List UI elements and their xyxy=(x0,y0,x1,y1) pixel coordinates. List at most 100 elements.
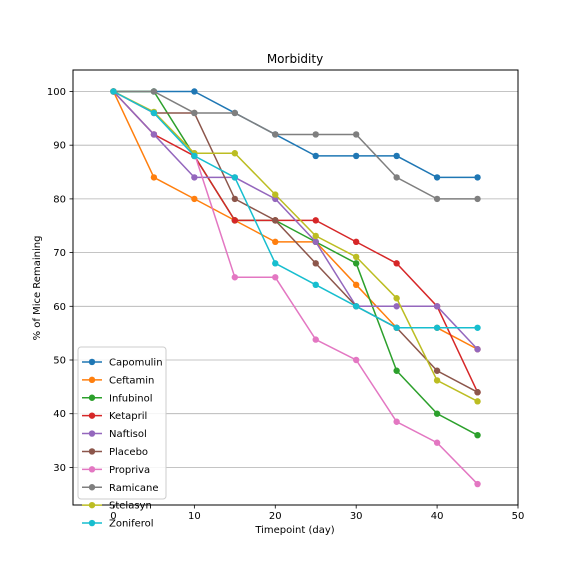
data-point xyxy=(312,131,319,138)
data-point xyxy=(474,431,481,439)
data-point xyxy=(433,377,441,384)
legend-label: Placebo xyxy=(109,447,148,458)
data-point xyxy=(312,232,319,240)
data-point xyxy=(433,367,441,374)
y-axis-label: % of Mice Remaining xyxy=(32,236,43,341)
x-tick-label: 50 xyxy=(512,511,525,522)
data-point xyxy=(433,439,441,446)
data-point xyxy=(474,324,481,331)
legend-label: Zoniferol xyxy=(109,519,154,530)
legend-item: Naftisol xyxy=(82,429,147,440)
data-point xyxy=(272,274,279,281)
data-point xyxy=(150,174,158,181)
legend-marker xyxy=(88,466,96,473)
series-line xyxy=(113,90,478,436)
chart-title: Morbidity xyxy=(267,52,323,66)
data-point xyxy=(433,195,441,203)
data-point xyxy=(393,152,400,160)
x-tick-label: 0 xyxy=(110,511,116,522)
data-point xyxy=(433,324,441,331)
data-point xyxy=(272,260,279,267)
data-point xyxy=(352,356,360,364)
data-point xyxy=(110,88,117,95)
data-point xyxy=(474,389,481,396)
legend-label: Infubinol xyxy=(109,393,153,404)
data-point xyxy=(150,88,158,95)
data-point xyxy=(474,398,481,405)
data-point xyxy=(352,131,360,138)
data-point xyxy=(231,217,239,224)
legend-box xyxy=(77,346,167,500)
y-tick-label: 40 xyxy=(53,409,66,420)
data-point xyxy=(272,131,279,138)
data-point xyxy=(393,295,400,302)
legend-marker xyxy=(88,484,96,491)
data-point xyxy=(312,281,319,289)
data-point xyxy=(191,195,198,203)
data-point xyxy=(474,480,481,488)
data-point xyxy=(474,195,481,203)
data-point xyxy=(312,336,319,343)
data-point xyxy=(150,131,158,138)
legend-item: Zoniferol xyxy=(82,519,154,530)
data-point xyxy=(393,303,400,310)
legend-marker xyxy=(88,448,96,455)
data-point xyxy=(272,238,279,246)
data-point xyxy=(272,217,279,224)
y-tick-label: 100 xyxy=(47,87,66,98)
legend-marker xyxy=(88,412,96,419)
legend-marker xyxy=(88,501,96,509)
legend-label: Naftisol xyxy=(109,429,147,440)
series-line xyxy=(113,90,478,393)
data-point xyxy=(352,238,360,246)
data-point xyxy=(191,88,198,95)
data-point xyxy=(433,410,441,417)
x-tick-label: 30 xyxy=(350,511,363,522)
y-tick-label: 90 xyxy=(53,141,66,152)
legend-item: Stelasyn xyxy=(82,501,152,512)
y-tick-label: 60 xyxy=(53,302,66,313)
legend-marker xyxy=(88,376,96,384)
series-line xyxy=(113,90,478,200)
data-point xyxy=(393,418,400,425)
data-point xyxy=(312,260,319,267)
y-tick-label: 50 xyxy=(53,356,66,367)
data-point xyxy=(231,109,239,117)
y-tick-label: 70 xyxy=(53,248,66,259)
data-point xyxy=(312,217,319,224)
data-point xyxy=(393,174,400,181)
x-tick-label: 40 xyxy=(431,511,444,522)
legend-label: Capomulin xyxy=(109,357,163,368)
legend-label: Ramicane xyxy=(109,483,159,494)
series-zoniferol xyxy=(110,88,481,331)
x-tick-label: 20 xyxy=(269,511,282,522)
y-tick-label: 80 xyxy=(53,194,66,205)
data-point xyxy=(231,195,239,203)
legend-item: Propriva xyxy=(82,465,150,476)
data-point xyxy=(352,152,360,160)
data-point xyxy=(352,260,360,267)
data-point xyxy=(231,150,239,157)
data-point xyxy=(312,152,319,160)
data-point xyxy=(352,281,360,289)
data-point xyxy=(150,109,158,117)
y-tick-label: 30 xyxy=(53,463,66,474)
data-point xyxy=(231,274,239,281)
data-point xyxy=(191,109,198,117)
data-point xyxy=(393,324,400,331)
data-point xyxy=(393,367,400,374)
series-line xyxy=(113,90,478,179)
legend: Capomulin Ceftamin Infubinol Ketapril Naftis… xyxy=(77,346,167,530)
legend-item: Infubinol xyxy=(82,393,153,404)
legend-marker xyxy=(88,519,96,527)
data-point xyxy=(433,303,441,310)
legend-item: Placebo xyxy=(82,447,148,458)
legend-item: Ramicane xyxy=(82,483,159,494)
data-point xyxy=(191,174,198,181)
legend-label: Propriva xyxy=(109,465,150,476)
data-point xyxy=(474,346,481,353)
data-point xyxy=(312,238,319,246)
legend-marker xyxy=(88,394,96,401)
